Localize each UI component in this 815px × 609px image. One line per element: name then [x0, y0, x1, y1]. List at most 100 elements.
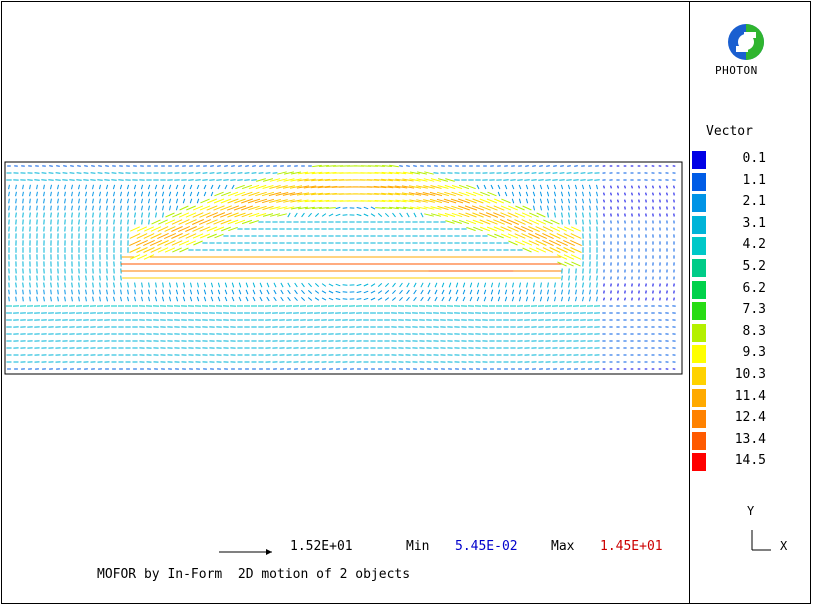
velocity-vector	[335, 283, 341, 287]
velocity-vector	[185, 240, 197, 246]
velocity-vector	[570, 239, 582, 247]
velocity-vector	[342, 284, 348, 286]
velocity-vector	[444, 191, 456, 197]
velocity-vector	[162, 289, 164, 295]
velocity-vector	[387, 185, 401, 189]
velocity-vector	[214, 191, 224, 197]
velocity-vector	[247, 198, 261, 204]
velocity-vector	[408, 185, 422, 189]
velocity-vector	[241, 184, 253, 190]
legend-item: 3.1	[692, 213, 772, 234]
velocity-vector	[473, 226, 483, 232]
velocity-vector	[486, 205, 498, 211]
velocity-vector	[157, 240, 169, 246]
legend-label: 13.4	[734, 431, 766, 447]
reference-vector-value: 1.52E+01	[290, 539, 353, 554]
velocity-vector	[458, 191, 470, 197]
velocity-vector	[64, 198, 66, 204]
velocity-vector	[561, 275, 563, 281]
velocity-vector	[413, 282, 417, 288]
velocity-vector	[617, 199, 619, 203]
velocity-vector	[514, 226, 526, 232]
panel-divider	[689, 1, 690, 604]
legend-title: Vector	[706, 124, 753, 139]
velocity-vector	[533, 205, 535, 211]
velocity-vector	[518, 289, 522, 295]
velocity-vector	[182, 184, 186, 190]
velocity-vector	[199, 205, 211, 211]
velocity-vector	[164, 226, 176, 232]
velocity-vector	[589, 219, 591, 225]
velocity-vector	[207, 233, 217, 239]
velocity-vector	[186, 205, 196, 211]
legend-label: 2.1	[742, 194, 766, 210]
velocity-vector	[15, 212, 17, 218]
velocity-vector	[570, 247, 582, 253]
velocity-vector	[444, 205, 456, 211]
velocity-vector	[596, 275, 598, 281]
velocity-vector	[469, 289, 473, 295]
velocity-vector	[92, 198, 94, 204]
velocity-vector	[570, 254, 582, 260]
velocity-vector	[429, 191, 443, 197]
velocity-vector	[518, 184, 522, 190]
velocity-vector	[106, 205, 108, 211]
velocity-vector	[342, 207, 348, 209]
velocity-vector	[416, 171, 428, 175]
velocity-vector	[147, 191, 151, 197]
velocity-vector	[203, 184, 207, 190]
velocity-vector	[171, 240, 183, 246]
velocity-vector	[310, 185, 324, 189]
velocity-vector	[163, 232, 177, 240]
velocity-vector	[133, 184, 137, 190]
velocity-vector	[532, 198, 536, 204]
velocity-vector	[169, 282, 171, 288]
velocity-vector	[395, 171, 407, 175]
legend-label: 6.2	[742, 280, 766, 296]
velocity-vector	[561, 282, 563, 288]
velocity-vector	[476, 289, 480, 295]
velocity-vector	[399, 296, 403, 302]
velocity-vector	[227, 191, 239, 197]
velocity-vector	[148, 219, 150, 225]
legend-swatch	[692, 172, 706, 191]
velocity-vector	[297, 206, 309, 210]
velocity-vector	[381, 178, 393, 182]
velocity-vector	[624, 185, 626, 189]
velocity-vector	[262, 205, 274, 211]
velocity-vector	[255, 205, 267, 211]
velocity-vector	[603, 185, 605, 189]
velocity-vector	[290, 206, 302, 210]
velocity-vector	[389, 206, 399, 210]
velocity-vector	[189, 296, 193, 302]
velocity-vector	[356, 207, 362, 209]
velocity-vector	[318, 178, 330, 182]
velocity-vector	[175, 289, 179, 295]
velocity-vector	[504, 289, 508, 295]
velocity-vector	[314, 297, 320, 301]
velocity-vector	[444, 212, 456, 218]
velocity-vector	[392, 289, 396, 295]
velocity-vector	[273, 289, 277, 295]
velocity-vector	[290, 178, 302, 182]
velocity-vector	[193, 240, 203, 246]
velocity-vector	[182, 289, 186, 295]
velocity-vector	[71, 184, 73, 190]
velocity-vector	[494, 233, 504, 239]
velocity-vector	[335, 298, 341, 300]
velocity-vector	[244, 179, 250, 181]
velocity-vector	[287, 296, 291, 302]
velocity-vector	[78, 184, 80, 190]
velocity-vector	[568, 212, 570, 218]
velocity-vector	[402, 171, 414, 175]
velocity-vector	[450, 198, 464, 204]
velocity-vector	[134, 296, 136, 302]
velocity-vector	[659, 192, 661, 196]
velocity-vector	[305, 206, 315, 210]
velocity-vector	[437, 205, 449, 211]
velocity-vector	[36, 205, 38, 211]
velocity-vector	[501, 198, 511, 204]
velocity-vector	[525, 296, 529, 302]
velocity-vector	[554, 296, 556, 302]
